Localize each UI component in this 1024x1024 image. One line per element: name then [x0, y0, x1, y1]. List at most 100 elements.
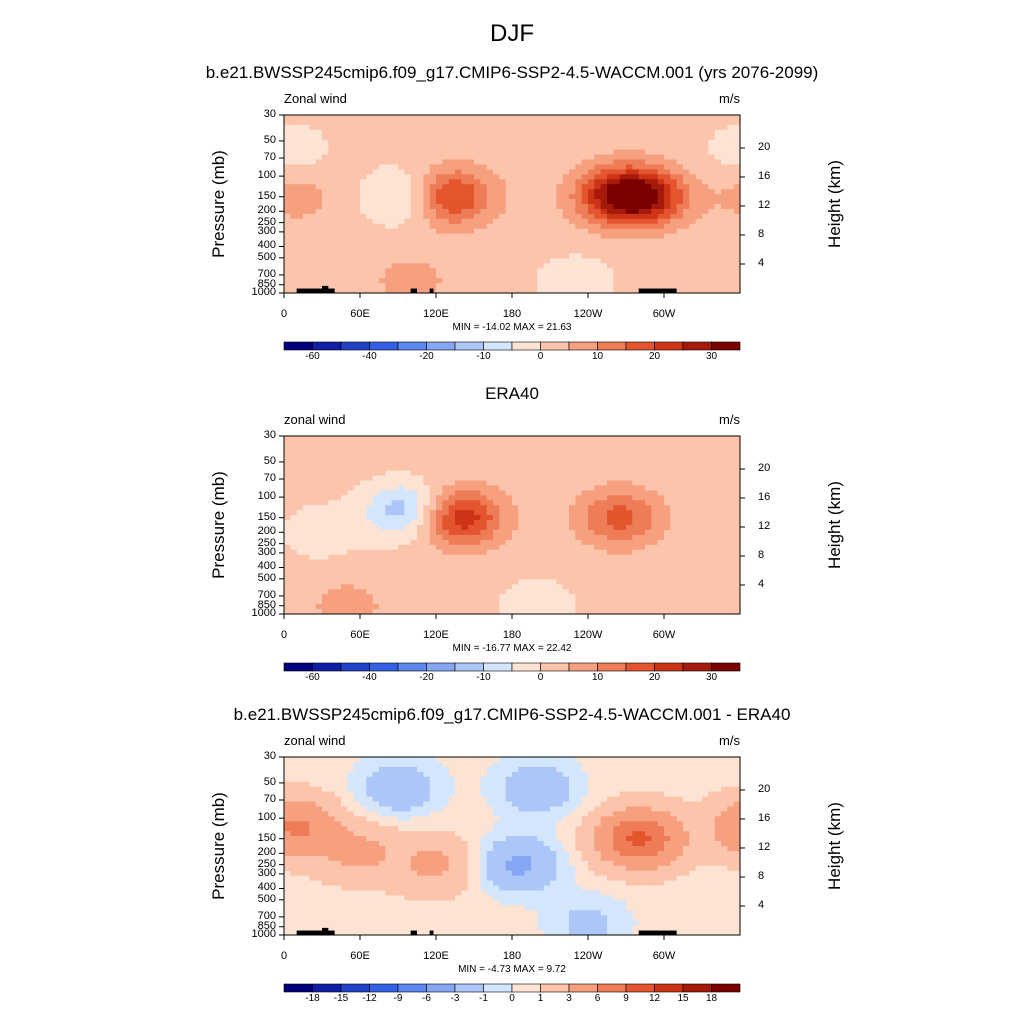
- heatmap-cell: [689, 115, 697, 121]
- heatmap-cell: [721, 490, 728, 496]
- heatmap-cell: [695, 204, 703, 210]
- heatmap-cell: [404, 584, 412, 590]
- heatmap-cell: [581, 134, 589, 141]
- heatmap-cell: [385, 208, 393, 215]
- heatmap-cell: [594, 579, 602, 585]
- heatmap-cell: [353, 445, 361, 452]
- heatmap-cell: [708, 263, 716, 269]
- heatmap-cell: [562, 564, 570, 570]
- heatmap-cell: [385, 520, 393, 526]
- heatmap-cell: [638, 505, 646, 511]
- heatmap-cell: [296, 263, 304, 269]
- heatmap-cell: [284, 164, 291, 170]
- heatmap-cell: [334, 500, 342, 506]
- heatmap-cell: [474, 460, 481, 467]
- heatmap-cell: [619, 445, 627, 452]
- heatmap-cell: [594, 480, 602, 486]
- heatmap-cell: [733, 480, 741, 486]
- heatmap-cell: [683, 223, 690, 230]
- heatmap-cell: [543, 223, 551, 230]
- heatmap-cell: [290, 480, 298, 486]
- heatmap-cell: [341, 278, 348, 284]
- heatmap-cell: [410, 213, 418, 220]
- heatmap-cell: [493, 119, 500, 126]
- heatmap-cell: [581, 515, 589, 521]
- heatmap-cell: [543, 495, 551, 501]
- heatmap-cell: [328, 584, 336, 590]
- heatmap-cell: [284, 288, 291, 294]
- heatmap-cell: [474, 485, 481, 491]
- heatmap-cell: [372, 594, 380, 600]
- heatmap-cell: [448, 115, 456, 121]
- heatmap-cell: [619, 470, 627, 476]
- heatmap-cell: [480, 475, 488, 481]
- heatmap-cell: [429, 539, 437, 546]
- heatmap-cell: [296, 169, 304, 175]
- heatmap-cell: [322, 500, 329, 506]
- heatmap-cell: [543, 436, 551, 442]
- heatmap-cell: [436, 124, 443, 131]
- heatmap-cell: [499, 554, 507, 561]
- heatmap-cell: [543, 288, 551, 294]
- heatmap-cell: [531, 258, 538, 264]
- heatmap-cell: [638, 549, 646, 556]
- heatmap-cell: [727, 273, 735, 279]
- heatmap-cell: [398, 194, 405, 200]
- heatmap-cell: [442, 500, 450, 506]
- heatmap-cell: [727, 258, 735, 264]
- heatmap-cell: [524, 450, 532, 457]
- heatmap-cell: [562, 515, 570, 521]
- heatmap-cell: [651, 268, 659, 274]
- heatmap-cell: [448, 544, 456, 551]
- heatmap-cell: [518, 208, 526, 215]
- heatmap-cell: [455, 115, 462, 121]
- heatmap-cell: [581, 564, 589, 570]
- heatmap-cell: [461, 159, 469, 165]
- heatmap-cell: [461, 169, 469, 175]
- heatmap-cell: [664, 520, 671, 526]
- heatmap-cell: [499, 115, 507, 121]
- heatmap-cell: [322, 283, 329, 289]
- heatmap-cell: [550, 485, 557, 491]
- heatmap-cell: [550, 500, 557, 506]
- heatmap-cell: [670, 455, 678, 462]
- heatmap-cell: [391, 223, 399, 230]
- heatmap-cell: [626, 574, 633, 580]
- heatmap-cell: [499, 263, 507, 269]
- heatmap-cell: [391, 179, 399, 185]
- heatmap-cell: [562, 134, 570, 141]
- heatmap-cell: [448, 485, 456, 491]
- heatmap-cell: [429, 179, 437, 185]
- heatmap-cell: [518, 238, 526, 244]
- heatmap-cell: [721, 564, 728, 570]
- heatmap-cell: [360, 213, 367, 220]
- heatmap-cell: [423, 213, 431, 220]
- heatmap-cell: [556, 253, 564, 259]
- heatmap-cell: [575, 539, 583, 546]
- heatmap-cell: [391, 455, 399, 462]
- heatmap-cell: [657, 440, 665, 447]
- heatmap-cell: [556, 268, 564, 274]
- heatmap-cell: [296, 189, 304, 195]
- heatmap-cell: [322, 208, 329, 215]
- heatmap-cell: [353, 559, 361, 565]
- heatmap-cell: [385, 213, 393, 220]
- heatmap-cell: [322, 505, 329, 511]
- heatmap-cell: [448, 510, 456, 516]
- heatmap-cell: [651, 485, 659, 491]
- heatmap-cell: [512, 278, 519, 284]
- heatmap-cell: [702, 204, 709, 210]
- heatmap-cell: [480, 253, 488, 259]
- heatmap-cell: [442, 164, 450, 170]
- heatmap-cell: [569, 149, 576, 155]
- heatmap-cell: [322, 549, 329, 556]
- heatmap-cell: [683, 164, 690, 170]
- heatmap-cell: [543, 124, 551, 131]
- heatmap-cell: [366, 169, 374, 175]
- heatmap-cell: [334, 564, 342, 570]
- heatmap-cell: [518, 184, 526, 190]
- heatmap-cell: [727, 129, 735, 136]
- heatmap-cell: [347, 159, 355, 165]
- heatmap-cell: [296, 440, 304, 447]
- heatmap-cell: [556, 480, 564, 486]
